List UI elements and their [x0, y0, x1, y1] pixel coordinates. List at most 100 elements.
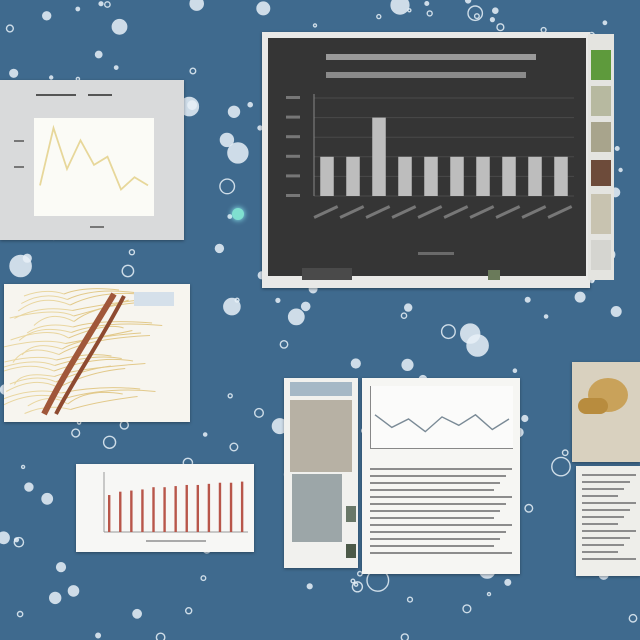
bubble: [602, 20, 608, 26]
bubble: [214, 243, 225, 254]
card-title-scribble: [36, 94, 76, 96]
mini-bar: [174, 486, 177, 532]
mini-bar: [240, 481, 244, 532]
bubble: [350, 358, 361, 369]
text-line-scribble: [582, 481, 630, 483]
fiber: [9, 311, 74, 319]
bubble: [24, 482, 34, 492]
bubble: [279, 339, 289, 349]
text-line-scribble: [582, 523, 618, 525]
bubble: [227, 105, 241, 119]
bubble: [104, 1, 111, 8]
bubble: [102, 435, 117, 449]
mini-bar: [207, 483, 211, 532]
fiber: [56, 354, 112, 361]
x-tick-label: [313, 205, 339, 219]
bubble: [504, 578, 512, 586]
right-text-block: [582, 474, 636, 570]
wave-line: [374, 413, 510, 433]
bubble: [234, 297, 240, 303]
bubble: [13, 536, 25, 548]
fiber: [13, 374, 55, 385]
text-line-scribble: [582, 537, 630, 539]
bubble: [424, 1, 430, 6]
fiber: [10, 332, 69, 341]
card-title-scribble: [88, 94, 112, 96]
fiber: [72, 321, 153, 328]
bubble: [401, 358, 414, 372]
bubble: [426, 10, 433, 17]
bubble: [614, 145, 620, 151]
text-line-scribble: [370, 468, 512, 470]
bubble: [467, 5, 484, 22]
bubble: [227, 214, 233, 219]
bubble: [551, 456, 571, 477]
mini-bar: [141, 489, 144, 532]
text-line-scribble: [370, 489, 494, 491]
text-line-scribble: [582, 516, 624, 518]
bubble: [128, 248, 136, 256]
bubble: [55, 561, 67, 573]
fiber: [26, 324, 74, 334]
bubble: [489, 17, 495, 23]
fiber: [54, 363, 146, 377]
text-line-scribble: [582, 530, 636, 532]
bar: [346, 156, 360, 196]
bubble: [524, 296, 531, 303]
text-line-scribble: [582, 509, 630, 511]
fiber: [5, 381, 59, 392]
bar: [450, 156, 464, 196]
mini-bar: [163, 487, 166, 532]
bubble: [440, 324, 456, 340]
fiber: [23, 290, 65, 297]
line-sketch: [39, 124, 149, 192]
bubble: [256, 1, 271, 16]
bubble: [9, 254, 32, 278]
text-line-scribble: [582, 495, 618, 497]
fiber: [71, 323, 163, 333]
mini-bar: [108, 495, 111, 532]
text-line-scribble: [582, 474, 636, 476]
bubble: [466, 334, 489, 357]
x-axis-label: [418, 252, 454, 255]
text-line-scribble: [370, 524, 512, 526]
bubble: [306, 583, 313, 590]
bubble: [351, 581, 364, 593]
bubble: [219, 178, 236, 195]
bubble: [20, 464, 26, 470]
collage-small-photo: [346, 506, 356, 522]
bubble: [496, 23, 505, 32]
fiber: [1, 340, 66, 348]
bubble: [491, 7, 499, 15]
bubble: [404, 303, 413, 312]
footer-thumbnail: [488, 270, 500, 280]
text-line-scribble: [370, 531, 506, 533]
x-tick-label: [521, 205, 547, 219]
right-thumbnail-strip: [588, 34, 614, 280]
mini-bar: [119, 491, 122, 532]
fiber: [64, 389, 156, 399]
bubble: [400, 633, 409, 640]
gold-object-card: [572, 362, 640, 462]
bubble: [350, 578, 356, 584]
bubble: [5, 24, 14, 33]
bubble: [184, 607, 193, 615]
fiber: [67, 290, 135, 300]
bar: [554, 156, 568, 196]
chart-subtitle-scribble: [326, 72, 526, 78]
bubble: [628, 613, 638, 623]
x-tick-label: [339, 205, 365, 219]
thumbnail: [591, 194, 611, 234]
bar: [502, 156, 516, 196]
bubble: [189, 67, 197, 75]
x-tick-label: [547, 205, 573, 219]
bubble: [41, 492, 54, 505]
text-line-scribble: [582, 544, 624, 546]
bubble: [287, 308, 305, 326]
bubble: [113, 65, 119, 71]
bubble: [407, 8, 412, 13]
bubble: [94, 50, 103, 59]
bubble: [561, 449, 569, 457]
chart-footer-strip: [302, 268, 352, 280]
bubble: [155, 632, 166, 640]
